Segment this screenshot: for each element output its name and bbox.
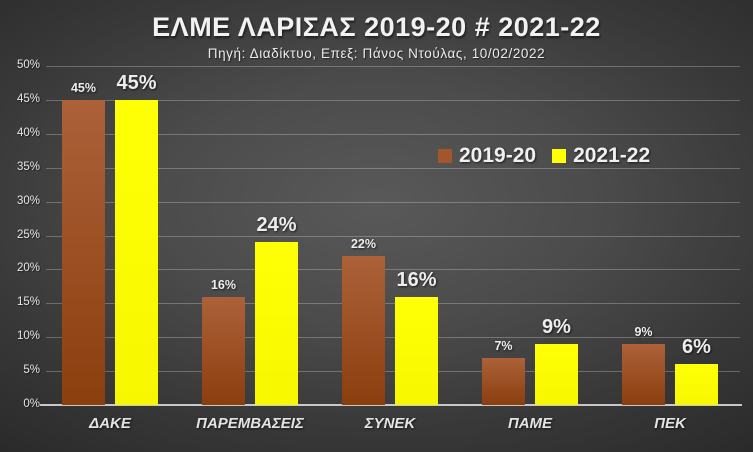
bar-2019-20 [342,255,385,405]
y-tick-label: 0% [23,398,40,410]
category-label: ΠΑΜΕ [507,415,553,432]
chart-subtitle: Πηγή: Διαδίκτυο, Επεξ: Πάνος Ντούλας, 10… [207,46,546,61]
gridline [46,235,740,237]
y-tick-label: 45% [16,92,40,105]
legend-marker-2021-22 [552,149,567,163]
gridline [46,133,740,135]
bar-2021-22 [115,99,158,405]
gridline [46,303,740,305]
gridline [46,66,740,67]
bar-label-2019-20: 7% [494,338,513,353]
category-label: ΔΑΚΕ [89,415,131,432]
chart-title: ΕΛΜΕ ΛΑΡΙΣΑΣ 2019-20 # 2021-22 [152,12,601,42]
bar-label-2021-22: 45% [116,71,157,94]
gridline [46,99,740,101]
y-tick-label: 40% [16,126,40,139]
y-tick-label: 15% [16,296,40,309]
bar-2019-20 [622,343,665,405]
bar-label-2019-20: 45% [70,80,97,95]
bar-label-2019-20: 9% [634,324,653,339]
bar-2019-20 [62,99,105,405]
y-tick-label: 50% [16,59,40,71]
category-label: ΠΕΚ [654,415,686,432]
bar-label-2021-22: 6% [682,336,711,359]
legend-label-2019-20: 2019-20 [459,144,537,167]
y-tick-label: 5% [23,364,40,377]
gridline [46,269,740,271]
bar-label-2019-20: 16% [210,277,237,292]
bar-label-2019-20: 22% [350,236,377,251]
gridline [46,337,740,339]
legend-item-2019-20: 2019-20 [438,144,536,168]
legend-item-2021-22: 2021-22 [552,144,650,168]
x-axis-line [40,404,742,406]
legend: 2019-20 2021-22 [438,144,650,168]
gridline [46,201,740,203]
bar-2021-22 [675,364,718,405]
category-label: ΣΥΝΕΚ [364,415,416,432]
y-tick-label: 20% [16,262,40,275]
legend-marker-2019-20 [438,149,452,163]
legend-label-2021-22: 2021-22 [573,144,651,167]
y-tick-label: 25% [16,228,40,241]
gridline [46,371,740,373]
y-tick-label: 35% [16,160,40,173]
bar-label-2021-22: 24% [256,214,297,237]
bar-label-2021-22: 9% [542,315,571,338]
bar-label-2021-22: 16% [396,268,437,291]
bar-2019-20 [202,296,245,405]
y-tick-label: 30% [16,194,40,207]
category-label: ΠΑΡΕΜΒΑΣΕΙΣ [196,415,304,432]
gridline [46,167,740,169]
bar-2021-22 [255,242,298,405]
bar-2021-22 [395,296,438,405]
bar-2021-22 [535,343,578,405]
bar-2019-20 [482,357,525,405]
y-tick-label: 10% [16,330,40,343]
